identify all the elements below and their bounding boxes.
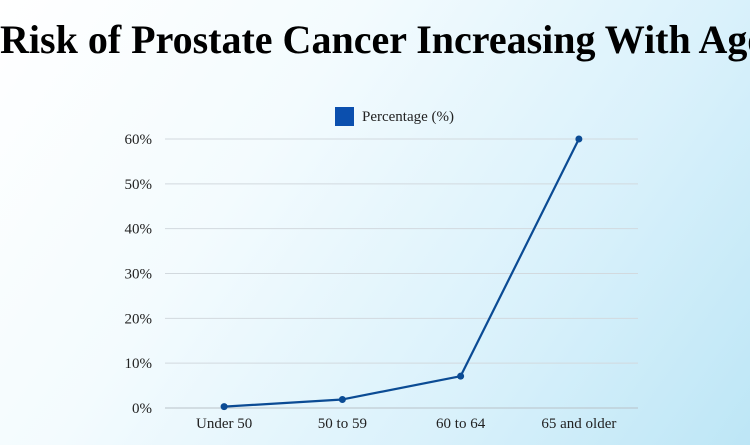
x-tick-label: 60 to 64 — [436, 416, 486, 432]
y-tick-label: 60% — [125, 132, 153, 148]
series-line — [224, 138, 580, 408]
y-tick-label: 30% — [125, 267, 153, 283]
data-point[interactable] — [338, 395, 346, 403]
series-layer — [220, 135, 583, 411]
x-tick-label: 65 and older — [541, 416, 616, 432]
y-tick-label: 20% — [125, 311, 153, 327]
data-point[interactable] — [575, 135, 583, 143]
chart-title: Risk of Prostate Cancer Increasing With … — [0, 17, 750, 62]
y-tick-label: 50% — [125, 177, 153, 193]
y-tick-label: 10% — [125, 356, 153, 372]
legend-marker — [335, 107, 354, 126]
x-tick-label: 50 to 59 — [318, 416, 367, 432]
data-point[interactable] — [220, 403, 228, 411]
y-tick-label: 0% — [132, 401, 152, 417]
x-axis-tick-labels: Under 50 50 to 59 60 to 64 65 and older — [196, 416, 616, 432]
y-tick-label: 40% — [125, 222, 153, 238]
x-tick-label: Under 50 — [196, 416, 252, 432]
legend[interactable]: Percentage (%) — [335, 107, 454, 126]
legend-label: Percentage (%) — [362, 109, 454, 125]
data-point[interactable] — [457, 372, 465, 380]
y-axis-tick-labels: 0% 10% 20% 30% 40% 50% 60% — [125, 132, 153, 417]
gridlines — [165, 138, 638, 364]
